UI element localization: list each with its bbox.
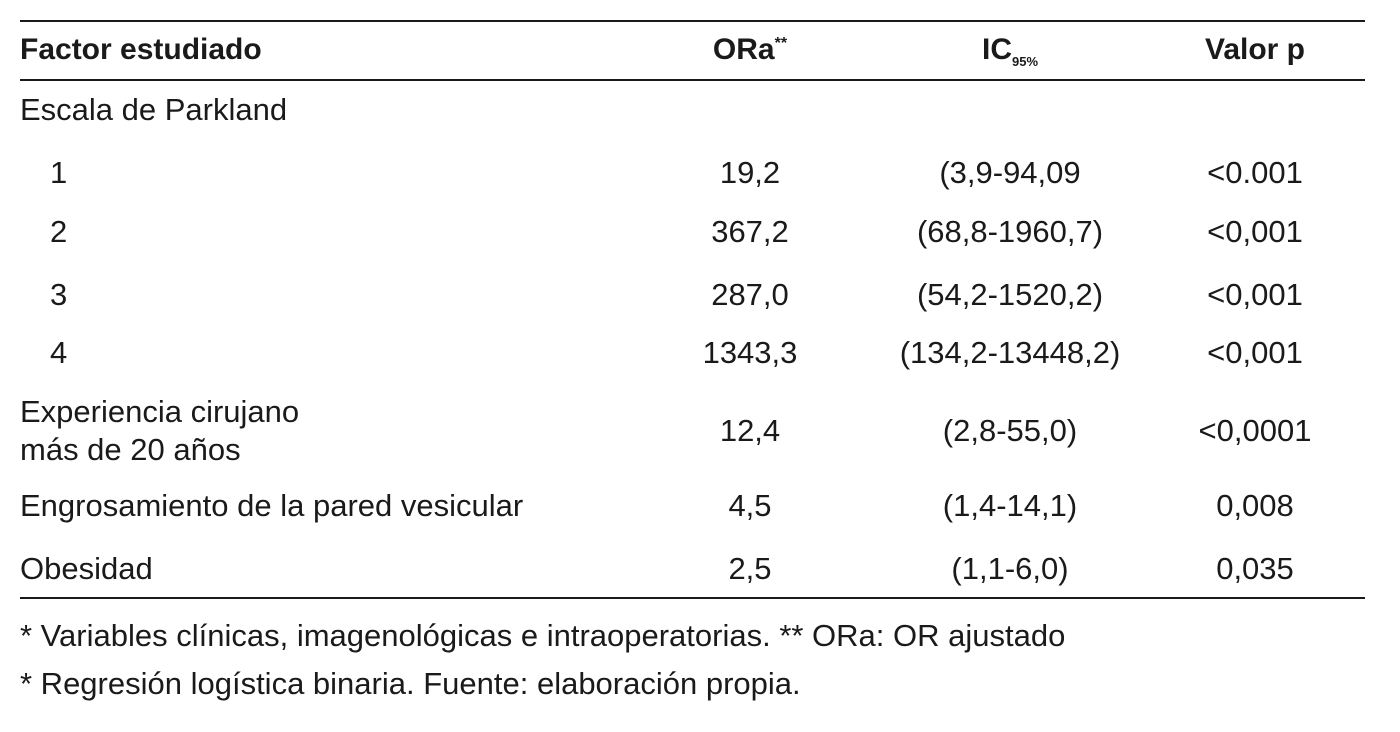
- header-ic: IC95%: [860, 33, 1160, 69]
- table-footnotes: * Variables clínicas, imagenológicas e i…: [20, 612, 1065, 708]
- section-label: Escala de Parkland: [20, 92, 288, 127]
- header-ora: ORa**: [620, 33, 880, 67]
- cell-ic: (54,2-1520,2): [916, 277, 1104, 312]
- cell-ora: 2,5: [728, 551, 772, 586]
- header-ora-label: ORa: [712, 33, 775, 66]
- header-ic-label: IC: [981, 33, 1012, 66]
- cell-p: 0,035: [1216, 551, 1294, 586]
- cell-factor: 2: [50, 214, 68, 249]
- table-bottom-rule: [20, 597, 1365, 599]
- cell-factor: Experiencia cirujano más de 20 años: [20, 393, 299, 469]
- cell-ora: 12,4: [719, 413, 781, 448]
- cell-factor: 4: [50, 335, 68, 370]
- cell-ic: (68,8-1960,7): [916, 214, 1104, 249]
- cell-factor: Obesidad: [20, 551, 153, 586]
- cell-p: <0.001: [1207, 155, 1303, 190]
- cell-p: 0,008: [1216, 488, 1294, 523]
- footnote-2: * Regresión logística binaria. Fuente: e…: [20, 666, 801, 701]
- cell-p: <0,001: [1207, 214, 1303, 249]
- cell-ic: (2,8-55,0): [942, 413, 1078, 448]
- cell-ora: 367,2: [711, 214, 789, 249]
- cell-ora: 4,5: [728, 488, 772, 523]
- cell-ora: 287,0: [711, 277, 789, 312]
- cell-factor-line2: más de 20 años: [20, 432, 241, 467]
- header-p: Valor p: [1204, 33, 1306, 66]
- cell-p: <0,0001: [1198, 413, 1312, 448]
- cell-p: <0,001: [1207, 335, 1303, 370]
- header-ora-sup: **: [774, 35, 788, 52]
- cell-factor: 3: [50, 277, 68, 312]
- table-top-rule: [20, 20, 1365, 22]
- cell-ic: (1,4-14,1): [942, 488, 1078, 523]
- cell-factor: Engrosamiento de la pared vesicular: [20, 488, 524, 523]
- cell-ora: 1343,3: [702, 335, 798, 370]
- cell-ic: (134,2-13448,2): [899, 335, 1121, 370]
- cell-ic: (3,9-94,09: [939, 155, 1081, 190]
- cell-factor-line1: Experiencia cirujano: [20, 394, 300, 429]
- cell-ora: 19,2: [719, 155, 781, 190]
- cell-ic: (1,1-6,0): [951, 551, 1069, 586]
- cell-p: <0,001: [1207, 277, 1303, 312]
- header-ic-sub: 95%: [1011, 54, 1039, 69]
- header-factor: Factor estudiado: [20, 33, 262, 66]
- table-header-rule: [20, 79, 1365, 81]
- footnote-1: * Variables clínicas, imagenológicas e i…: [20, 618, 1066, 653]
- cell-factor: 1: [50, 155, 68, 190]
